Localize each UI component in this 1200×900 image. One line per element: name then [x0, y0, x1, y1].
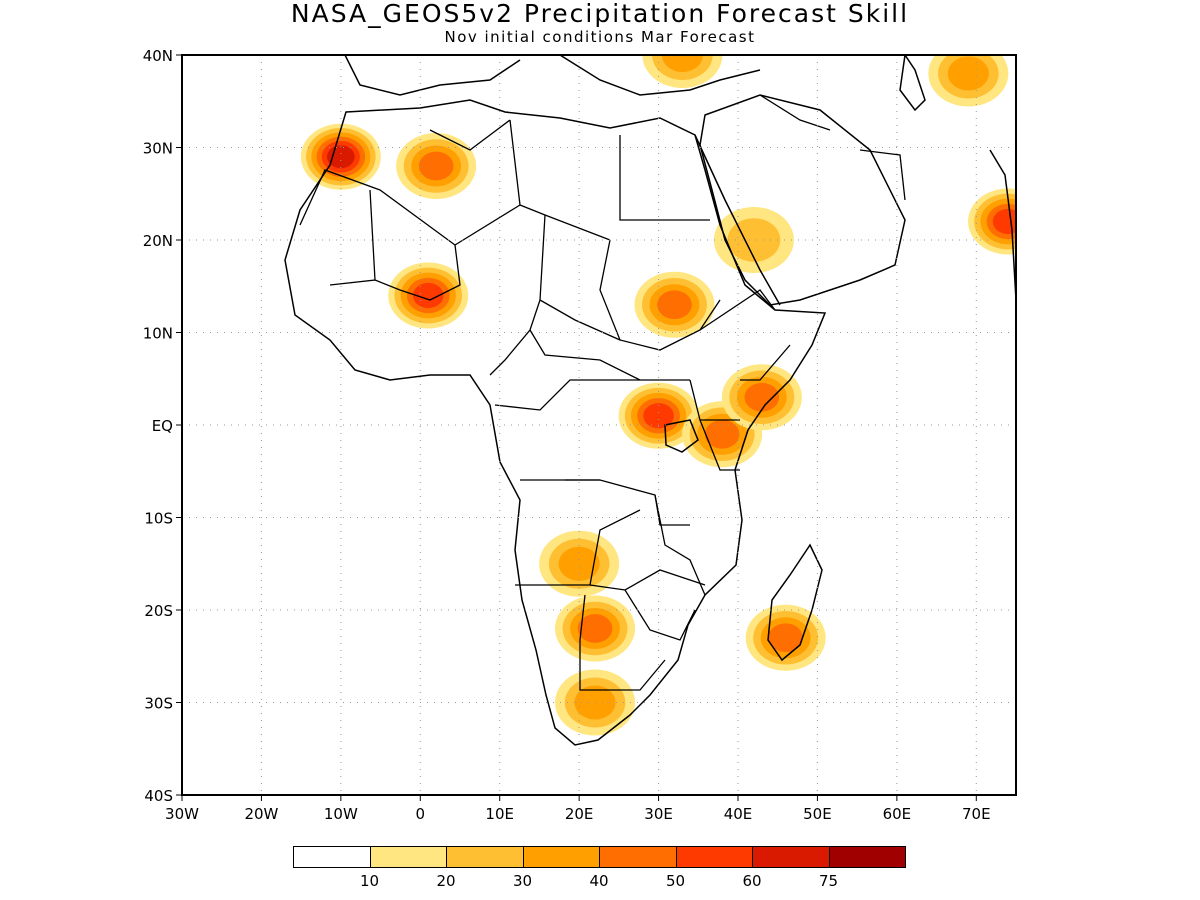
x-tick-label: 10E: [485, 805, 514, 823]
map-subtitle: Nov initial conditions Mar Forecast: [444, 28, 756, 46]
y-tick-label: 30N: [143, 140, 173, 158]
legend-label: 20: [436, 872, 456, 890]
india-coastline: [989, 149, 1016, 301]
skill-region-5-level-40: [704, 419, 740, 449]
skill-region-2-level-60: [327, 145, 355, 169]
y-tick-label: 40S: [144, 787, 173, 805]
x-tick-label: 10W: [324, 805, 358, 823]
y-tick-label: 10N: [143, 325, 173, 343]
legend-label: 40: [589, 872, 609, 890]
axis-layer: 30W 20W 10W 0 10E 20E 30E 40E 50E 60E 70E 40N 30N 20N…: [143, 47, 991, 823]
skill-region-0-level-40: [418, 151, 454, 181]
skill-region-4-level-50: [643, 403, 674, 429]
x-tick-label: 30W: [165, 805, 199, 823]
skill-region-12-level-50: [992, 208, 1016, 235]
red-sea-coast: [694, 134, 781, 306]
lake-victoria: [664, 419, 699, 453]
legend-swatch: [522, 846, 600, 868]
y-tick-label: 30S: [144, 695, 173, 713]
grid-layer: [181, 54, 1016, 796]
caspian-coastline: [899, 55, 926, 112]
x-tick-label: 20W: [244, 805, 278, 823]
skill-shading-layer: [300, 55, 1016, 736]
legend-swatch: [828, 846, 906, 868]
x-tick-label: 40E: [724, 805, 753, 823]
y-tick-label: 40N: [143, 47, 173, 65]
legend-label: 30: [512, 872, 533, 890]
skill-region-10-level-40: [768, 623, 803, 653]
madagascar-coastline: [767, 543, 823, 662]
x-tick-label: 60E: [883, 805, 912, 823]
y-tick-label: 20N: [143, 232, 173, 250]
x-tick-label: 20E: [565, 805, 594, 823]
skill-region-8-level-40: [577, 614, 613, 643]
borders-layer: [299, 94, 906, 691]
legend-swatch: [752, 846, 830, 868]
skill-region-7-level-30: [558, 546, 600, 581]
legend-swatch: [599, 846, 677, 868]
legend-swatch: [293, 846, 371, 868]
x-tick-label: 50E: [803, 805, 832, 823]
skill-region-1-level-50: [412, 282, 444, 309]
legend-swatch: [369, 846, 447, 868]
legend-label: 75: [818, 872, 839, 890]
skill-region-11-level-20: [727, 218, 781, 262]
legend-label: 50: [665, 872, 686, 890]
skill-region-13-level-30: [661, 55, 703, 72]
legend-swatch: [675, 846, 753, 868]
y-tick-label: 20S: [144, 602, 173, 620]
x-tick-label: 30E: [644, 805, 673, 823]
x-tick-label: 70E: [962, 805, 991, 823]
y-tick-label: EQ: [152, 417, 173, 435]
skill-region-14-level-30: [947, 56, 989, 91]
color-legend: [293, 846, 906, 870]
map-title: NASA_GEOS5v2 Precipitation Forecast Skil…: [290, 0, 910, 28]
arabia-coastline: [699, 94, 906, 306]
x-tick-label: 0: [416, 805, 426, 823]
skill-region-3-level-40: [657, 290, 692, 320]
legend-label: 60: [742, 872, 762, 890]
legend-label: 10: [359, 872, 380, 890]
skill-region-6-level-40: [744, 382, 780, 412]
legend-swatch: [446, 846, 524, 868]
africa-coastline: [284, 99, 827, 746]
y-tick-label: 10S: [144, 510, 173, 528]
